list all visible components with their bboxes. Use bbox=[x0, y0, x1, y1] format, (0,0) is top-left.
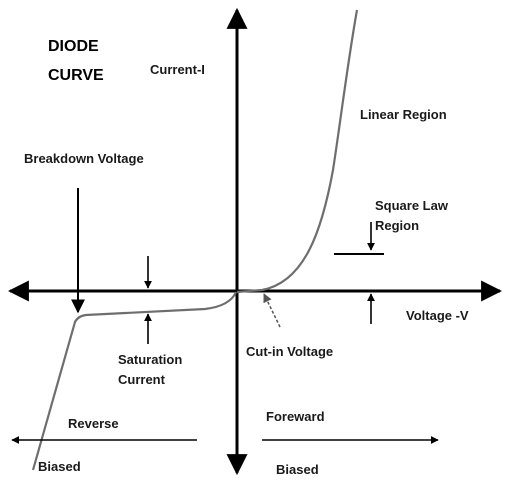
linear-region-label: Linear Region bbox=[360, 107, 447, 122]
saturation-label-line1: Saturation bbox=[118, 352, 182, 367]
reverse-biased-label: Biased bbox=[38, 459, 81, 474]
forward-label: Foreward bbox=[266, 409, 325, 424]
cut-in-voltage-label: Cut-in Voltage bbox=[246, 344, 333, 359]
square-law-label-line1: Square Law bbox=[375, 198, 449, 213]
current-axis-label: Current-I bbox=[150, 62, 205, 77]
square-law-label-line2: Region bbox=[375, 218, 419, 233]
reverse-label: Reverse bbox=[68, 416, 119, 431]
reverse-characteristic-curve bbox=[31, 291, 238, 471]
diagram-title-line2: CURVE bbox=[48, 67, 104, 84]
forward-biased-label: Biased bbox=[276, 462, 319, 477]
breakdown-voltage-label: Breakdown Voltage bbox=[24, 151, 144, 166]
voltage-axis-label: Voltage -V bbox=[406, 308, 469, 323]
diagram-title-line1: DIODE bbox=[48, 38, 99, 55]
forward-characteristic-curve bbox=[236, 9, 359, 294]
cut-in-voltage-arrow bbox=[263, 293, 281, 328]
saturation-label-line2: Current bbox=[118, 372, 166, 387]
